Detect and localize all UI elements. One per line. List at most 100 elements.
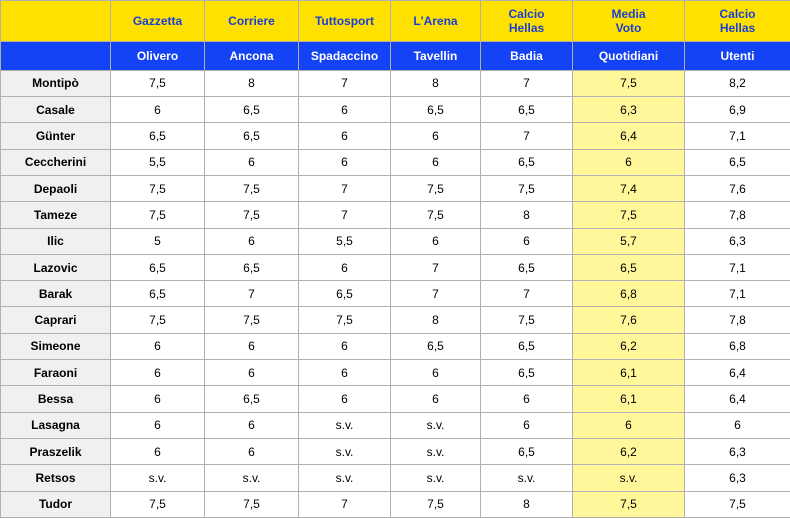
rating-cell: 6 — [390, 148, 481, 176]
average-cell: s.v. — [572, 464, 685, 492]
player-row: Günter 6,5 6,5 6 6 7 6,4 7,1 — [0, 122, 790, 150]
average-cell: 7,5 — [572, 490, 685, 518]
source-header: L'Arena — [390, 0, 481, 43]
rating-cell: 6,5 — [390, 96, 481, 124]
rating-cell: 6 — [390, 227, 481, 255]
player-name: Lasagna — [0, 411, 111, 439]
player-name: Simeone — [0, 332, 111, 361]
average-cell: 7,5 — [572, 201, 685, 229]
rating-cell: 6,9 — [684, 96, 790, 124]
rating-cell: 6 — [298, 96, 391, 124]
rating-cell: 6 — [684, 411, 790, 439]
player-name: Tudor — [0, 490, 111, 518]
rating-cell: 7 — [390, 253, 481, 282]
source-header: Calcio Hellas — [684, 0, 790, 43]
rating-cell: 7 — [298, 201, 391, 229]
average-cell: 6,5 — [572, 253, 685, 282]
rating-cell: s.v. — [390, 464, 481, 492]
rating-cell: 7,5 — [110, 306, 205, 334]
rating-cell: 6 — [480, 411, 573, 439]
rating-cell: 6,5 — [110, 253, 205, 282]
rating-cell: 6,5 — [204, 122, 299, 150]
rating-cell: 6 — [204, 437, 299, 466]
average-cell: 6,3 — [572, 96, 685, 124]
rating-cell: s.v. — [390, 437, 481, 466]
player-name: Günter — [0, 122, 111, 150]
player-row: Barak 6,5 7 6,5 7 7 6,8 7,1 — [0, 280, 790, 308]
rating-cell: 6 — [110, 332, 205, 361]
rating-cell: 6,5 — [684, 148, 790, 176]
author-header: Ancona — [204, 41, 299, 71]
source-header: Tuttosport — [298, 0, 391, 43]
rating-cell: s.v. — [110, 464, 205, 492]
rating-cell: 6 — [110, 96, 205, 124]
player-name: Faraoni — [0, 359, 111, 387]
header-row: Gazzetta Corriere Tuttosport L'Arena Calcio … — [0, 0, 790, 43]
rating-cell: 6,3 — [684, 464, 790, 492]
author-header: Quotidiani — [572, 41, 685, 71]
author-header: Utenti — [684, 41, 790, 71]
rating-cell: 7 — [390, 280, 481, 308]
rating-cell: 7,5 — [480, 306, 573, 334]
rating-cell: 7 — [480, 280, 573, 308]
source-header: Media Voto — [572, 0, 685, 43]
author-header: Olivero — [110, 41, 205, 71]
rating-cell: 7,5 — [390, 174, 481, 203]
rating-cell: 6,5 — [480, 359, 573, 387]
rating-cell: 6 — [390, 385, 481, 413]
rating-cell: 6 — [390, 359, 481, 387]
source-header: Gazzetta — [110, 0, 205, 43]
rating-cell: 7,8 — [684, 306, 790, 334]
rating-cell: 8 — [390, 306, 481, 334]
rating-cell: 6,5 — [480, 437, 573, 466]
rating-cell: 5,5 — [298, 227, 391, 255]
rating-cell: 7,1 — [684, 253, 790, 282]
rating-cell: 7 — [204, 280, 299, 308]
average-cell: 6,2 — [572, 332, 685, 361]
rating-cell: 6 — [204, 227, 299, 255]
rating-cell: 6 — [110, 359, 205, 387]
average-cell: 7,6 — [572, 306, 685, 334]
rating-cell: 7,5 — [204, 174, 299, 203]
player-name: Ceccherini — [0, 148, 111, 176]
average-cell: 6 — [572, 411, 685, 439]
rating-cell: s.v. — [480, 464, 573, 492]
rating-cell: 6,3 — [684, 437, 790, 466]
player-row: Lazovic 6,5 6,5 6 7 6,5 6,5 7,1 — [0, 253, 790, 282]
rating-cell: 8 — [204, 69, 299, 98]
rating-cell: 6 — [204, 359, 299, 387]
player-name: Montipò — [0, 69, 111, 98]
player-row: Depaoli 7,5 7,5 7 7,5 7,5 7,4 7,6 — [0, 174, 790, 203]
player-name: Tameze — [0, 201, 111, 229]
rating-cell: 5 — [110, 227, 205, 255]
rating-cell: 7 — [298, 174, 391, 203]
source-header: Calcio Hellas — [480, 0, 573, 43]
player-row: Bessa 6 6,5 6 6 6 6,1 6,4 — [0, 385, 790, 413]
rating-cell: 7,5 — [390, 201, 481, 229]
rating-cell: 6,3 — [684, 227, 790, 255]
corner-cell — [0, 0, 111, 43]
header-row: Olivero Ancona Spadaccino Tavellin Badia Quot… — [0, 41, 790, 71]
player-row: Lasagna 6 6 s.v. s.v. 6 6 6 — [0, 411, 790, 439]
player-row: Casale 6 6,5 6 6,5 6,5 6,3 6,9 — [0, 96, 790, 124]
rating-cell: 6 — [204, 148, 299, 176]
average-cell: 7,4 — [572, 174, 685, 203]
rating-cell: 7 — [480, 122, 573, 150]
player-name: Lazovic — [0, 253, 111, 282]
rating-cell: 7,5 — [110, 69, 205, 98]
average-cell: 6,4 — [572, 122, 685, 150]
player-name: Praszelik — [0, 437, 111, 466]
rating-cell: 7,1 — [684, 122, 790, 150]
player-row: Retsos s.v. s.v. s.v. s.v. s.v. s.v. 6,3 — [0, 464, 790, 492]
rating-cell: s.v. — [390, 411, 481, 439]
rating-cell: 6 — [110, 385, 205, 413]
author-header: Badia — [480, 41, 573, 71]
average-cell: 5,7 — [572, 227, 685, 255]
rating-cell: 8 — [480, 201, 573, 229]
rating-cell: 6 — [298, 332, 391, 361]
average-cell: 6,2 — [572, 437, 685, 466]
rating-cell: 6 — [480, 385, 573, 413]
rating-cell: 6,5 — [480, 253, 573, 282]
